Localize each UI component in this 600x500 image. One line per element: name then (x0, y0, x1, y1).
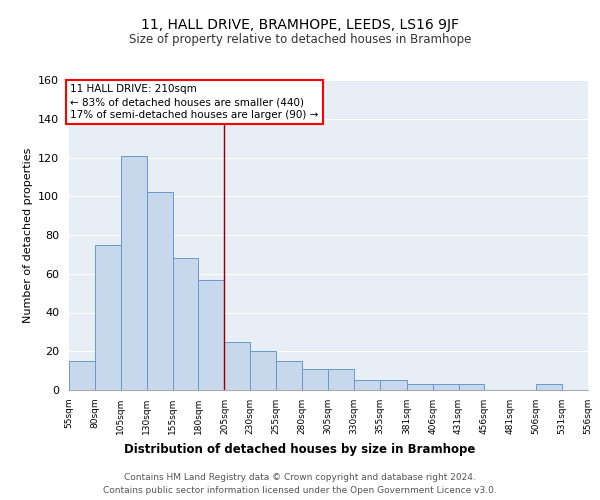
Bar (328, 368, 354, 390)
Y-axis label: Number of detached properties: Number of detached properties (23, 148, 32, 322)
Bar (276, 361, 302, 390)
Text: Contains public sector information licensed under the Open Government Licence v3: Contains public sector information licen… (103, 486, 497, 495)
Bar (302, 368, 328, 390)
Bar (433, 384, 458, 390)
Bar (199, 280, 224, 390)
Bar (121, 156, 146, 390)
Bar (380, 380, 407, 390)
Bar (224, 342, 250, 390)
Bar (69, 361, 95, 390)
Bar (250, 351, 276, 390)
Bar (458, 384, 484, 390)
Text: 11, HALL DRIVE, BRAMHOPE, LEEDS, LS16 9JF: 11, HALL DRIVE, BRAMHOPE, LEEDS, LS16 9J… (141, 18, 459, 32)
Bar (407, 384, 433, 390)
Text: Contains HM Land Registry data © Crown copyright and database right 2024.: Contains HM Land Registry data © Crown c… (124, 472, 476, 482)
Bar (173, 258, 199, 390)
Bar (95, 244, 121, 390)
Text: Distribution of detached houses by size in Bramhope: Distribution of detached houses by size … (124, 442, 476, 456)
Bar (146, 192, 173, 390)
Bar (354, 380, 380, 390)
Bar (536, 384, 562, 390)
Text: Size of property relative to detached houses in Bramhope: Size of property relative to detached ho… (129, 32, 471, 46)
Text: 11 HALL DRIVE: 210sqm
← 83% of detached houses are smaller (440)
17% of semi-det: 11 HALL DRIVE: 210sqm ← 83% of detached … (70, 84, 319, 120)
